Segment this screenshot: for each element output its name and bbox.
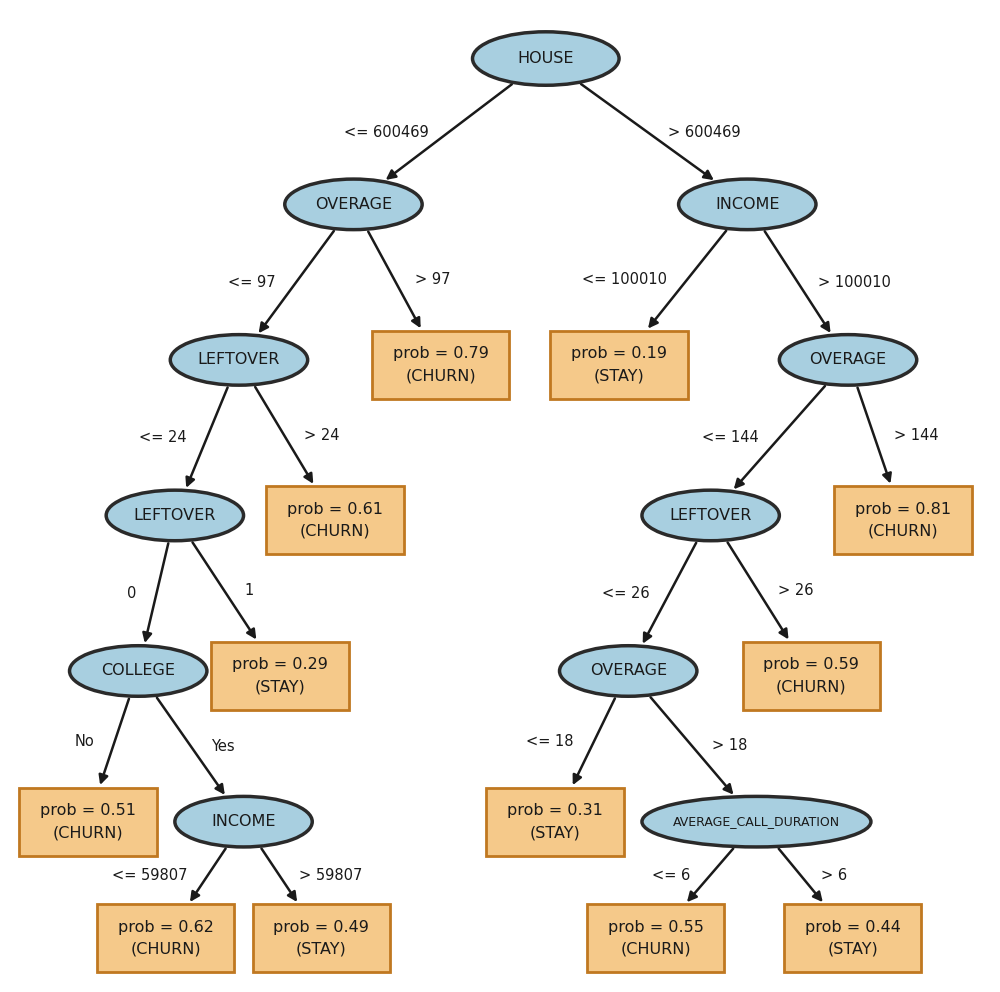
Ellipse shape: [285, 180, 422, 229]
Text: > 26: > 26: [778, 583, 814, 598]
FancyBboxPatch shape: [253, 905, 390, 972]
Ellipse shape: [175, 797, 312, 847]
Ellipse shape: [473, 32, 619, 85]
Text: > 24: > 24: [304, 428, 340, 443]
Text: INCOME: INCOME: [211, 814, 276, 829]
Ellipse shape: [106, 490, 244, 541]
Text: prob = 0.59
(CHURN): prob = 0.59 (CHURN): [763, 658, 859, 694]
FancyBboxPatch shape: [784, 905, 921, 972]
Text: 1: 1: [245, 583, 254, 598]
Ellipse shape: [170, 334, 308, 385]
Text: LEFTOVER: LEFTOVER: [669, 508, 752, 523]
Text: LEFTOVER: LEFTOVER: [198, 352, 280, 367]
Text: > 18: > 18: [712, 738, 748, 754]
Ellipse shape: [679, 180, 816, 229]
FancyBboxPatch shape: [19, 788, 157, 856]
Text: prob = 0.29
(STAY): prob = 0.29 (STAY): [232, 658, 328, 694]
Text: <= 24: <= 24: [139, 431, 187, 445]
FancyBboxPatch shape: [587, 905, 724, 972]
Text: Yes: Yes: [211, 739, 235, 754]
Text: INCOME: INCOME: [715, 196, 780, 212]
Text: prob = 0.55
(CHURN): prob = 0.55 (CHURN): [608, 920, 704, 957]
Ellipse shape: [642, 490, 779, 541]
Text: No: No: [75, 734, 94, 749]
Text: prob = 0.81
(CHURN): prob = 0.81 (CHURN): [855, 502, 951, 539]
Text: prob = 0.31
(STAY): prob = 0.31 (STAY): [507, 804, 603, 840]
Text: prob = 0.19
(STAY): prob = 0.19 (STAY): [571, 346, 667, 383]
Text: > 6: > 6: [821, 868, 847, 883]
Text: prob = 0.49
(STAY): prob = 0.49 (STAY): [273, 920, 369, 957]
Text: > 97: > 97: [415, 273, 450, 288]
Text: prob = 0.79
(CHURN): prob = 0.79 (CHURN): [393, 346, 488, 383]
Text: OVERAGE: OVERAGE: [590, 664, 667, 679]
Text: > 59807: > 59807: [299, 868, 363, 883]
FancyBboxPatch shape: [211, 642, 349, 710]
Ellipse shape: [779, 334, 917, 385]
FancyBboxPatch shape: [372, 330, 509, 399]
Ellipse shape: [70, 646, 207, 696]
Text: > 100010: > 100010: [818, 275, 891, 290]
Text: <= 144: <= 144: [702, 431, 759, 445]
Text: COLLEGE: COLLEGE: [101, 664, 175, 679]
Ellipse shape: [560, 646, 697, 696]
FancyBboxPatch shape: [97, 905, 234, 972]
FancyBboxPatch shape: [834, 486, 972, 555]
Text: <= 59807: <= 59807: [112, 868, 188, 883]
Text: prob = 0.44
(STAY): prob = 0.44 (STAY): [805, 920, 901, 957]
Ellipse shape: [642, 797, 871, 847]
FancyBboxPatch shape: [486, 788, 624, 856]
Text: <= 26: <= 26: [602, 585, 649, 601]
Text: <= 97: <= 97: [228, 275, 276, 290]
FancyBboxPatch shape: [266, 486, 404, 555]
Text: OVERAGE: OVERAGE: [315, 196, 392, 212]
Text: <= 6: <= 6: [652, 868, 690, 883]
Text: <= 600469: <= 600469: [344, 125, 429, 140]
Text: OVERAGE: OVERAGE: [809, 352, 887, 367]
FancyBboxPatch shape: [743, 642, 880, 710]
Text: prob = 0.51
(CHURN): prob = 0.51 (CHURN): [40, 804, 136, 840]
Text: <= 100010: <= 100010: [582, 272, 667, 287]
Text: > 144: > 144: [894, 429, 939, 443]
Text: prob = 0.62
(CHURN): prob = 0.62 (CHURN): [118, 920, 214, 957]
Text: <= 18: <= 18: [526, 734, 574, 749]
Text: 0: 0: [127, 585, 136, 601]
Text: prob = 0.61
(CHURN): prob = 0.61 (CHURN): [287, 502, 383, 539]
Text: > 600469: > 600469: [668, 125, 740, 140]
Text: AVERAGE_CALL_DURATION: AVERAGE_CALL_DURATION: [673, 815, 840, 828]
FancyBboxPatch shape: [550, 330, 688, 399]
Text: HOUSE: HOUSE: [518, 51, 574, 66]
Text: LEFTOVER: LEFTOVER: [134, 508, 216, 523]
